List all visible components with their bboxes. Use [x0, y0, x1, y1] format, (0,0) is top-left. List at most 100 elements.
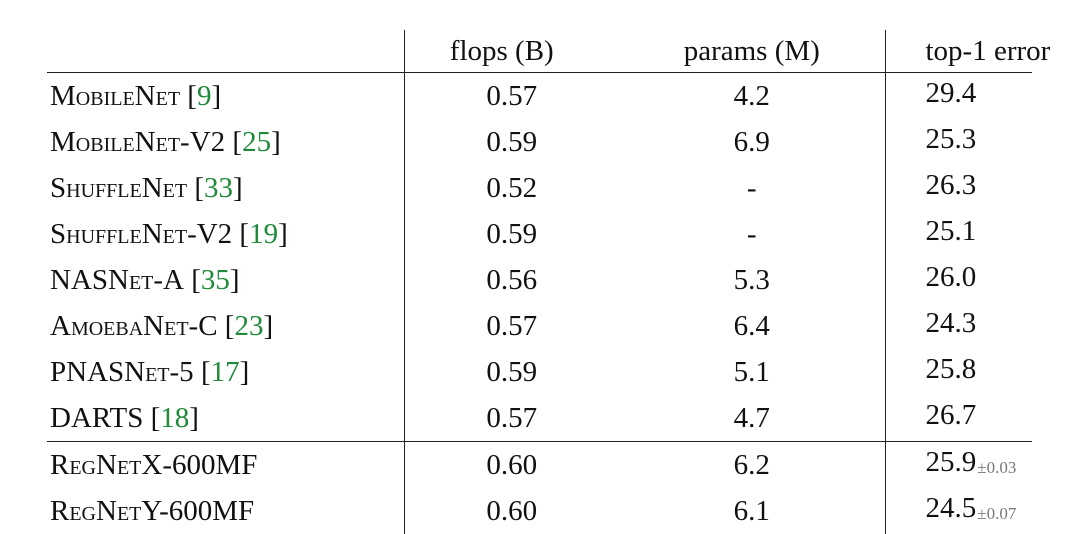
- flops-cell: 0.59: [404, 211, 619, 257]
- flops-cell: 0.60: [404, 442, 619, 489]
- cite-close: ]: [230, 264, 240, 296]
- header-row: flops (B) params (M) top-1 error: [47, 30, 1032, 73]
- table-row: MobileNet [9] 0.57 4.2 29.4: [47, 73, 1032, 120]
- model-name: MobileNet: [50, 80, 180, 112]
- params-cell: 4.2: [619, 73, 885, 120]
- flops-cell: 0.52: [404, 165, 619, 211]
- cite-close: ]: [263, 310, 273, 342]
- model-name: AmoebaNet-C: [50, 310, 218, 342]
- model-name: DARTS: [50, 402, 143, 434]
- error-std: ±0.03: [977, 458, 1016, 477]
- params-cell: 6.2: [619, 442, 885, 489]
- cite-close: ]: [240, 356, 250, 388]
- table-row: NASNet-A [35] 0.56 5.3 26.0: [47, 257, 1032, 303]
- model-cell: RegNetX-600MF: [47, 442, 404, 489]
- error-value: 24.3: [926, 307, 977, 339]
- error-cell: 26.3: [885, 165, 1032, 211]
- table-row: RegNetY-600MF 0.60 6.1 24.5±0.07: [47, 488, 1032, 534]
- header-params: params (M): [619, 30, 885, 73]
- flops-cell: 0.57: [404, 395, 619, 442]
- table-body: MobileNet [9] 0.57 4.2 29.4 MobileNet-V2…: [47, 73, 1032, 534]
- cite-close: ]: [189, 402, 199, 434]
- model-cell: RegNetY-600MF: [47, 488, 404, 534]
- model-cell: MobileNet [9]: [47, 73, 404, 120]
- model-cell: NASNet-A [35]: [47, 257, 404, 303]
- params-cell: 6.9: [619, 119, 885, 165]
- cite-open: [: [232, 218, 249, 250]
- cite-close: ]: [271, 126, 281, 158]
- model-cell: PNASNet-5 [17]: [47, 349, 404, 395]
- cite-open: [: [194, 356, 211, 388]
- error-value: 26.0: [926, 261, 977, 293]
- model-name: MobileNet-V2: [50, 126, 225, 158]
- cite-close: ]: [278, 218, 288, 250]
- error-cell: 24.3: [885, 303, 1032, 349]
- table-row: ShuffleNet [33] 0.52 - 26.3: [47, 165, 1032, 211]
- flops-cell: 0.56: [404, 257, 619, 303]
- cite-open: [: [143, 402, 160, 434]
- citation-link[interactable]: 35: [201, 264, 230, 296]
- error-cell: 26.0: [885, 257, 1032, 303]
- cite-close: ]: [233, 172, 243, 204]
- error-value: 25.1: [926, 215, 977, 247]
- model-cell: DARTS [18]: [47, 395, 404, 442]
- error-value: 26.3: [926, 169, 977, 201]
- error-cell: 24.5±0.07: [885, 488, 1032, 534]
- model-name: NASNet-A: [50, 264, 184, 296]
- header-top1-error: top-1 error: [885, 30, 1032, 73]
- citation-link[interactable]: 17: [211, 356, 240, 388]
- flops-cell: 0.59: [404, 349, 619, 395]
- model-cell: ShuffleNet-V2 [19]: [47, 211, 404, 257]
- flops-cell: 0.57: [404, 73, 619, 120]
- table-row: DARTS [18] 0.57 4.7 26.7: [47, 395, 1032, 442]
- error-value: 24.5: [926, 492, 977, 524]
- error-value: 25.8: [926, 353, 977, 385]
- header-flops: flops (B): [404, 30, 619, 73]
- citation-link[interactable]: 9: [197, 80, 212, 112]
- error-value: 29.4: [926, 77, 977, 109]
- citation-link[interactable]: 25: [242, 126, 271, 158]
- citation-link[interactable]: 19: [249, 218, 278, 250]
- comparison-table-container: flops (B) params (M) top-1 error MobileN…: [47, 30, 1032, 534]
- model-name: ShuffleNet-V2: [50, 218, 232, 250]
- model-name: ShuffleNet: [50, 172, 187, 204]
- model-name: RegNetX-600MF: [50, 449, 257, 481]
- params-cell: 4.7: [619, 395, 885, 442]
- error-value: 25.3: [926, 123, 977, 155]
- model-name: PNASNet-5: [50, 356, 194, 388]
- error-value: 26.7: [926, 399, 977, 431]
- params-cell: -: [619, 211, 885, 257]
- flops-cell: 0.60: [404, 488, 619, 534]
- params-cell: 6.1: [619, 488, 885, 534]
- cite-open: [: [218, 310, 235, 342]
- cite-close: ]: [211, 80, 221, 112]
- cite-open: [: [225, 126, 242, 158]
- citation-link[interactable]: 23: [234, 310, 263, 342]
- citation-link[interactable]: 18: [160, 402, 189, 434]
- error-std: ±0.07: [977, 504, 1016, 523]
- params-cell: 6.4: [619, 303, 885, 349]
- table-row: AmoebaNet-C [23] 0.57 6.4 24.3: [47, 303, 1032, 349]
- cite-open: [: [187, 172, 204, 204]
- table-row: ShuffleNet-V2 [19] 0.59 - 25.1: [47, 211, 1032, 257]
- table-row: PNASNet-5 [17] 0.59 5.1 25.8: [47, 349, 1032, 395]
- params-cell: 5.3: [619, 257, 885, 303]
- flops-cell: 0.59: [404, 119, 619, 165]
- model-cell: AmoebaNet-C [23]: [47, 303, 404, 349]
- table-row: RegNetX-600MF 0.60 6.2 25.9±0.03: [47, 442, 1032, 489]
- error-cell: 25.3: [885, 119, 1032, 165]
- table-row: MobileNet-V2 [25] 0.59 6.9 25.3: [47, 119, 1032, 165]
- error-cell: 26.7: [885, 395, 1032, 442]
- cite-open: [: [180, 80, 197, 112]
- flops-cell: 0.57: [404, 303, 619, 349]
- citation-link[interactable]: 33: [204, 172, 233, 204]
- error-cell: 29.4: [885, 73, 1032, 120]
- params-cell: -: [619, 165, 885, 211]
- model-cell: ShuffleNet [33]: [47, 165, 404, 211]
- error-cell: 25.1: [885, 211, 1032, 257]
- params-cell: 5.1: [619, 349, 885, 395]
- cite-open: [: [184, 264, 201, 296]
- header-model: [47, 30, 404, 73]
- comparison-table: flops (B) params (M) top-1 error MobileN…: [47, 30, 1032, 534]
- error-cell: 25.9±0.03: [885, 442, 1032, 489]
